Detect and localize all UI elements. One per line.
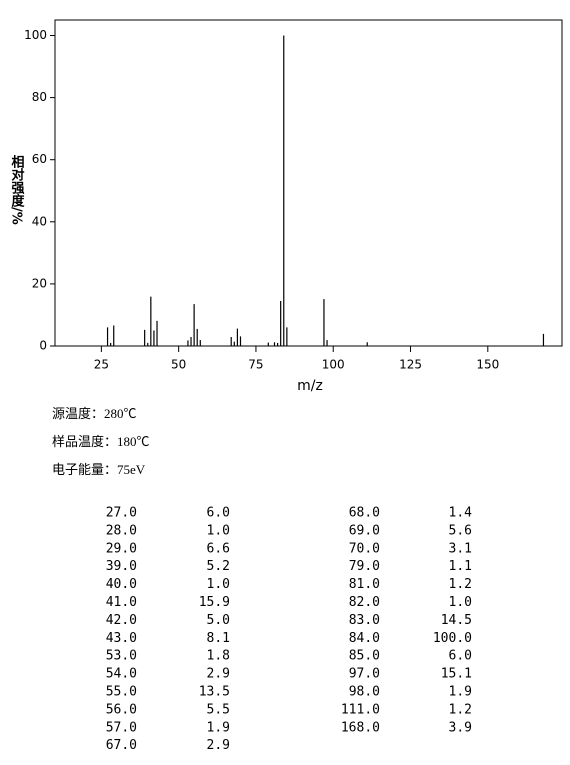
x-axis-label: m/z <box>297 378 323 394</box>
mass-cell: 83.0 <box>349 613 380 628</box>
intensity-cell: 8.1 <box>207 631 230 646</box>
intensity-cell: 1.9 <box>449 685 472 700</box>
mass-cell: 98.0 <box>349 685 380 700</box>
x-tick-label: 100 <box>322 358 345 372</box>
mass-cell: 54.0 <box>106 667 137 682</box>
mass-cell: 55.0 <box>106 685 137 700</box>
info-line: 样品温度：180℃ <box>52 434 150 449</box>
mass-cell: 69.0 <box>349 523 380 538</box>
mass-cell: 57.0 <box>106 720 137 735</box>
info-line: 源温度：280℃ <box>52 406 137 421</box>
intensity-cell: 5.5 <box>207 702 230 717</box>
info-line: 电子能量：75eV <box>52 462 146 477</box>
intensity-cell: 3.1 <box>449 541 472 556</box>
mass-cell: 41.0 <box>106 595 137 610</box>
intensity-cell: 5.0 <box>207 613 230 628</box>
intensity-cell: 2.9 <box>207 738 230 753</box>
mass-cell: 40.0 <box>106 577 137 592</box>
intensity-cell: 1.0 <box>207 577 230 592</box>
y-axis-label: 相对强度/% <box>9 154 25 224</box>
mass-cell: 81.0 <box>349 577 380 592</box>
intensity-cell: 1.8 <box>207 649 230 664</box>
mass-cell: 56.0 <box>106 702 137 717</box>
mass-cell: 97.0 <box>349 667 380 682</box>
intensity-cell: 1.1 <box>449 559 472 574</box>
intensity-cell: 5.2 <box>207 559 230 574</box>
x-tick-label: 125 <box>399 358 422 372</box>
mass-cell: 84.0 <box>349 631 380 646</box>
mass-cell: 82.0 <box>349 595 380 610</box>
y-tick-label: 40 <box>32 214 47 228</box>
y-tick-label: 100 <box>24 28 47 42</box>
mass-cell: 53.0 <box>106 649 137 664</box>
mass-cell: 67.0 <box>106 738 137 753</box>
intensity-cell: 15.9 <box>199 595 230 610</box>
x-tick-label: 25 <box>94 358 109 372</box>
mass-cell: 68.0 <box>349 506 380 521</box>
x-tick-label: 75 <box>248 358 263 372</box>
mass-cell: 79.0 <box>349 559 380 574</box>
x-tick-label: 150 <box>476 358 499 372</box>
mass-cell: 70.0 <box>349 541 380 556</box>
intensity-cell: 1.0 <box>449 595 472 610</box>
intensity-cell: 1.2 <box>449 577 472 592</box>
mass-cell: 85.0 <box>349 649 380 664</box>
mass-cell: 42.0 <box>106 613 137 628</box>
intensity-cell: 13.5 <box>199 685 230 700</box>
intensity-cell: 1.4 <box>449 506 473 521</box>
intensity-cell: 15.1 <box>441 667 472 682</box>
intensity-cell: 3.9 <box>449 720 472 735</box>
mass-cell: 28.0 <box>106 523 137 538</box>
intensity-cell: 1.2 <box>449 702 472 717</box>
x-tick-label: 50 <box>171 358 186 372</box>
intensity-cell: 5.6 <box>449 523 472 538</box>
intensity-cell: 6.6 <box>207 541 230 556</box>
mass-cell: 111.0 <box>341 702 380 717</box>
mass-cell: 29.0 <box>106 541 137 556</box>
plot-frame <box>54 19 563 347</box>
mass-cell: 43.0 <box>106 631 137 646</box>
intensity-cell: 1.9 <box>207 720 230 735</box>
intensity-cell: 6.0 <box>207 506 230 521</box>
mass-cell: 27.0 <box>106 506 137 521</box>
y-tick-label: 60 <box>32 152 47 166</box>
mass-cell: 168.0 <box>341 720 380 735</box>
mass-cell: 39.0 <box>106 559 137 574</box>
intensity-cell: 2.9 <box>207 667 230 682</box>
intensity-cell: 1.0 <box>207 523 230 538</box>
y-tick-label: 0 <box>39 339 47 353</box>
intensity-cell: 6.0 <box>449 649 472 664</box>
intensity-cell: 14.5 <box>441 613 472 628</box>
y-tick-label: 20 <box>32 276 47 290</box>
y-tick-label: 80 <box>32 90 47 104</box>
intensity-cell: 100.0 <box>433 631 472 646</box>
